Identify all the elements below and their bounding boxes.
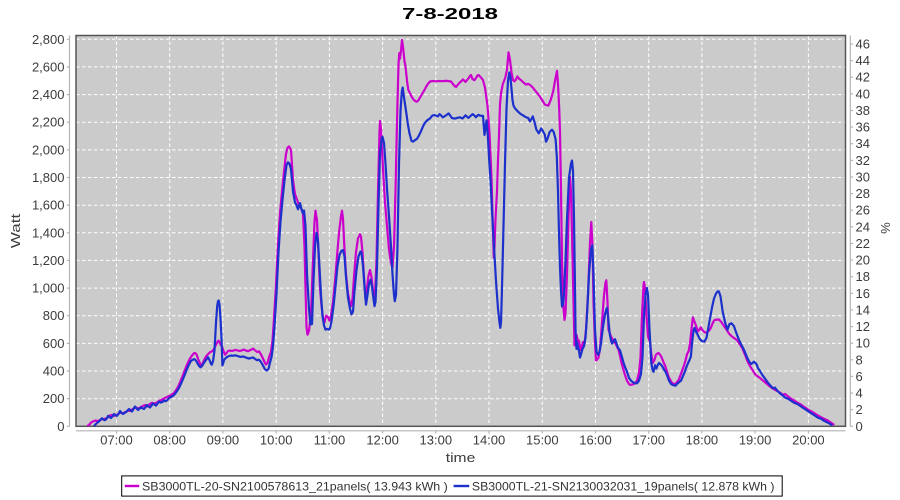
svg-text:0: 0 <box>856 419 863 434</box>
svg-text:09:00: 09:00 <box>207 433 240 448</box>
svg-text:19:00: 19:00 <box>739 433 772 448</box>
svg-text:30: 30 <box>856 170 870 185</box>
svg-text:26: 26 <box>856 203 870 218</box>
svg-text:12:00: 12:00 <box>366 433 399 448</box>
svg-text:7-8-2018: 7-8-2018 <box>402 6 498 23</box>
svg-text:200: 200 <box>43 391 65 406</box>
svg-text:10: 10 <box>856 336 870 351</box>
svg-text:8: 8 <box>856 352 863 367</box>
svg-text:14: 14 <box>856 302 870 317</box>
svg-text:32: 32 <box>856 153 870 168</box>
svg-text:800: 800 <box>43 308 65 323</box>
svg-text:SB3000TL-20-SN2100578613_21pan: SB3000TL-20-SN2100578613_21panels( 13.94… <box>142 480 448 494</box>
svg-text:12: 12 <box>856 319 870 334</box>
svg-text:6: 6 <box>856 369 863 384</box>
svg-text:4: 4 <box>856 386 863 401</box>
svg-text:SB3000TL-21-SN2130032031_19pan: SB3000TL-21-SN2130032031_19panels( 12.87… <box>472 480 775 494</box>
svg-text:13:00: 13:00 <box>420 433 453 448</box>
svg-text:24: 24 <box>856 219 870 234</box>
svg-text:time: time <box>446 450 476 465</box>
svg-text:%: % <box>878 222 893 234</box>
svg-text:14:00: 14:00 <box>473 433 506 448</box>
svg-text:36: 36 <box>856 120 870 135</box>
svg-text:2,200: 2,200 <box>32 115 65 130</box>
svg-text:08:00: 08:00 <box>153 433 186 448</box>
svg-text:2,000: 2,000 <box>32 142 65 157</box>
svg-text:2: 2 <box>856 402 863 417</box>
svg-text:1,400: 1,400 <box>32 225 65 240</box>
svg-text:38: 38 <box>856 103 870 118</box>
svg-text:44: 44 <box>856 53 870 68</box>
svg-text:15:00: 15:00 <box>526 433 559 448</box>
svg-text:42: 42 <box>856 70 870 85</box>
svg-text:46: 46 <box>856 37 870 52</box>
svg-text:07:00: 07:00 <box>100 433 133 448</box>
svg-text:1,600: 1,600 <box>32 198 65 213</box>
svg-text:22: 22 <box>856 236 870 251</box>
svg-text:2,800: 2,800 <box>32 32 65 47</box>
svg-text:Watt: Watt <box>8 213 23 248</box>
svg-text:11:00: 11:00 <box>314 433 346 448</box>
svg-text:18: 18 <box>856 269 870 284</box>
svg-text:2,400: 2,400 <box>32 87 65 102</box>
svg-text:20:00: 20:00 <box>792 433 825 448</box>
svg-text:17:00: 17:00 <box>632 433 665 448</box>
svg-text:10:00: 10:00 <box>260 433 293 448</box>
svg-text:34: 34 <box>856 136 870 151</box>
svg-text:20: 20 <box>856 253 870 268</box>
svg-text:2,600: 2,600 <box>32 59 65 74</box>
svg-text:0: 0 <box>57 419 64 434</box>
svg-text:400: 400 <box>43 364 65 379</box>
svg-text:16:00: 16:00 <box>579 433 612 448</box>
svg-text:16: 16 <box>856 286 870 301</box>
svg-text:1,800: 1,800 <box>32 170 65 185</box>
svg-text:18:00: 18:00 <box>686 433 719 448</box>
svg-text:1,000: 1,000 <box>32 281 65 296</box>
svg-text:600: 600 <box>43 336 65 351</box>
svg-text:28: 28 <box>856 186 870 201</box>
svg-text:1,200: 1,200 <box>32 253 65 268</box>
svg-text:40: 40 <box>856 86 870 101</box>
